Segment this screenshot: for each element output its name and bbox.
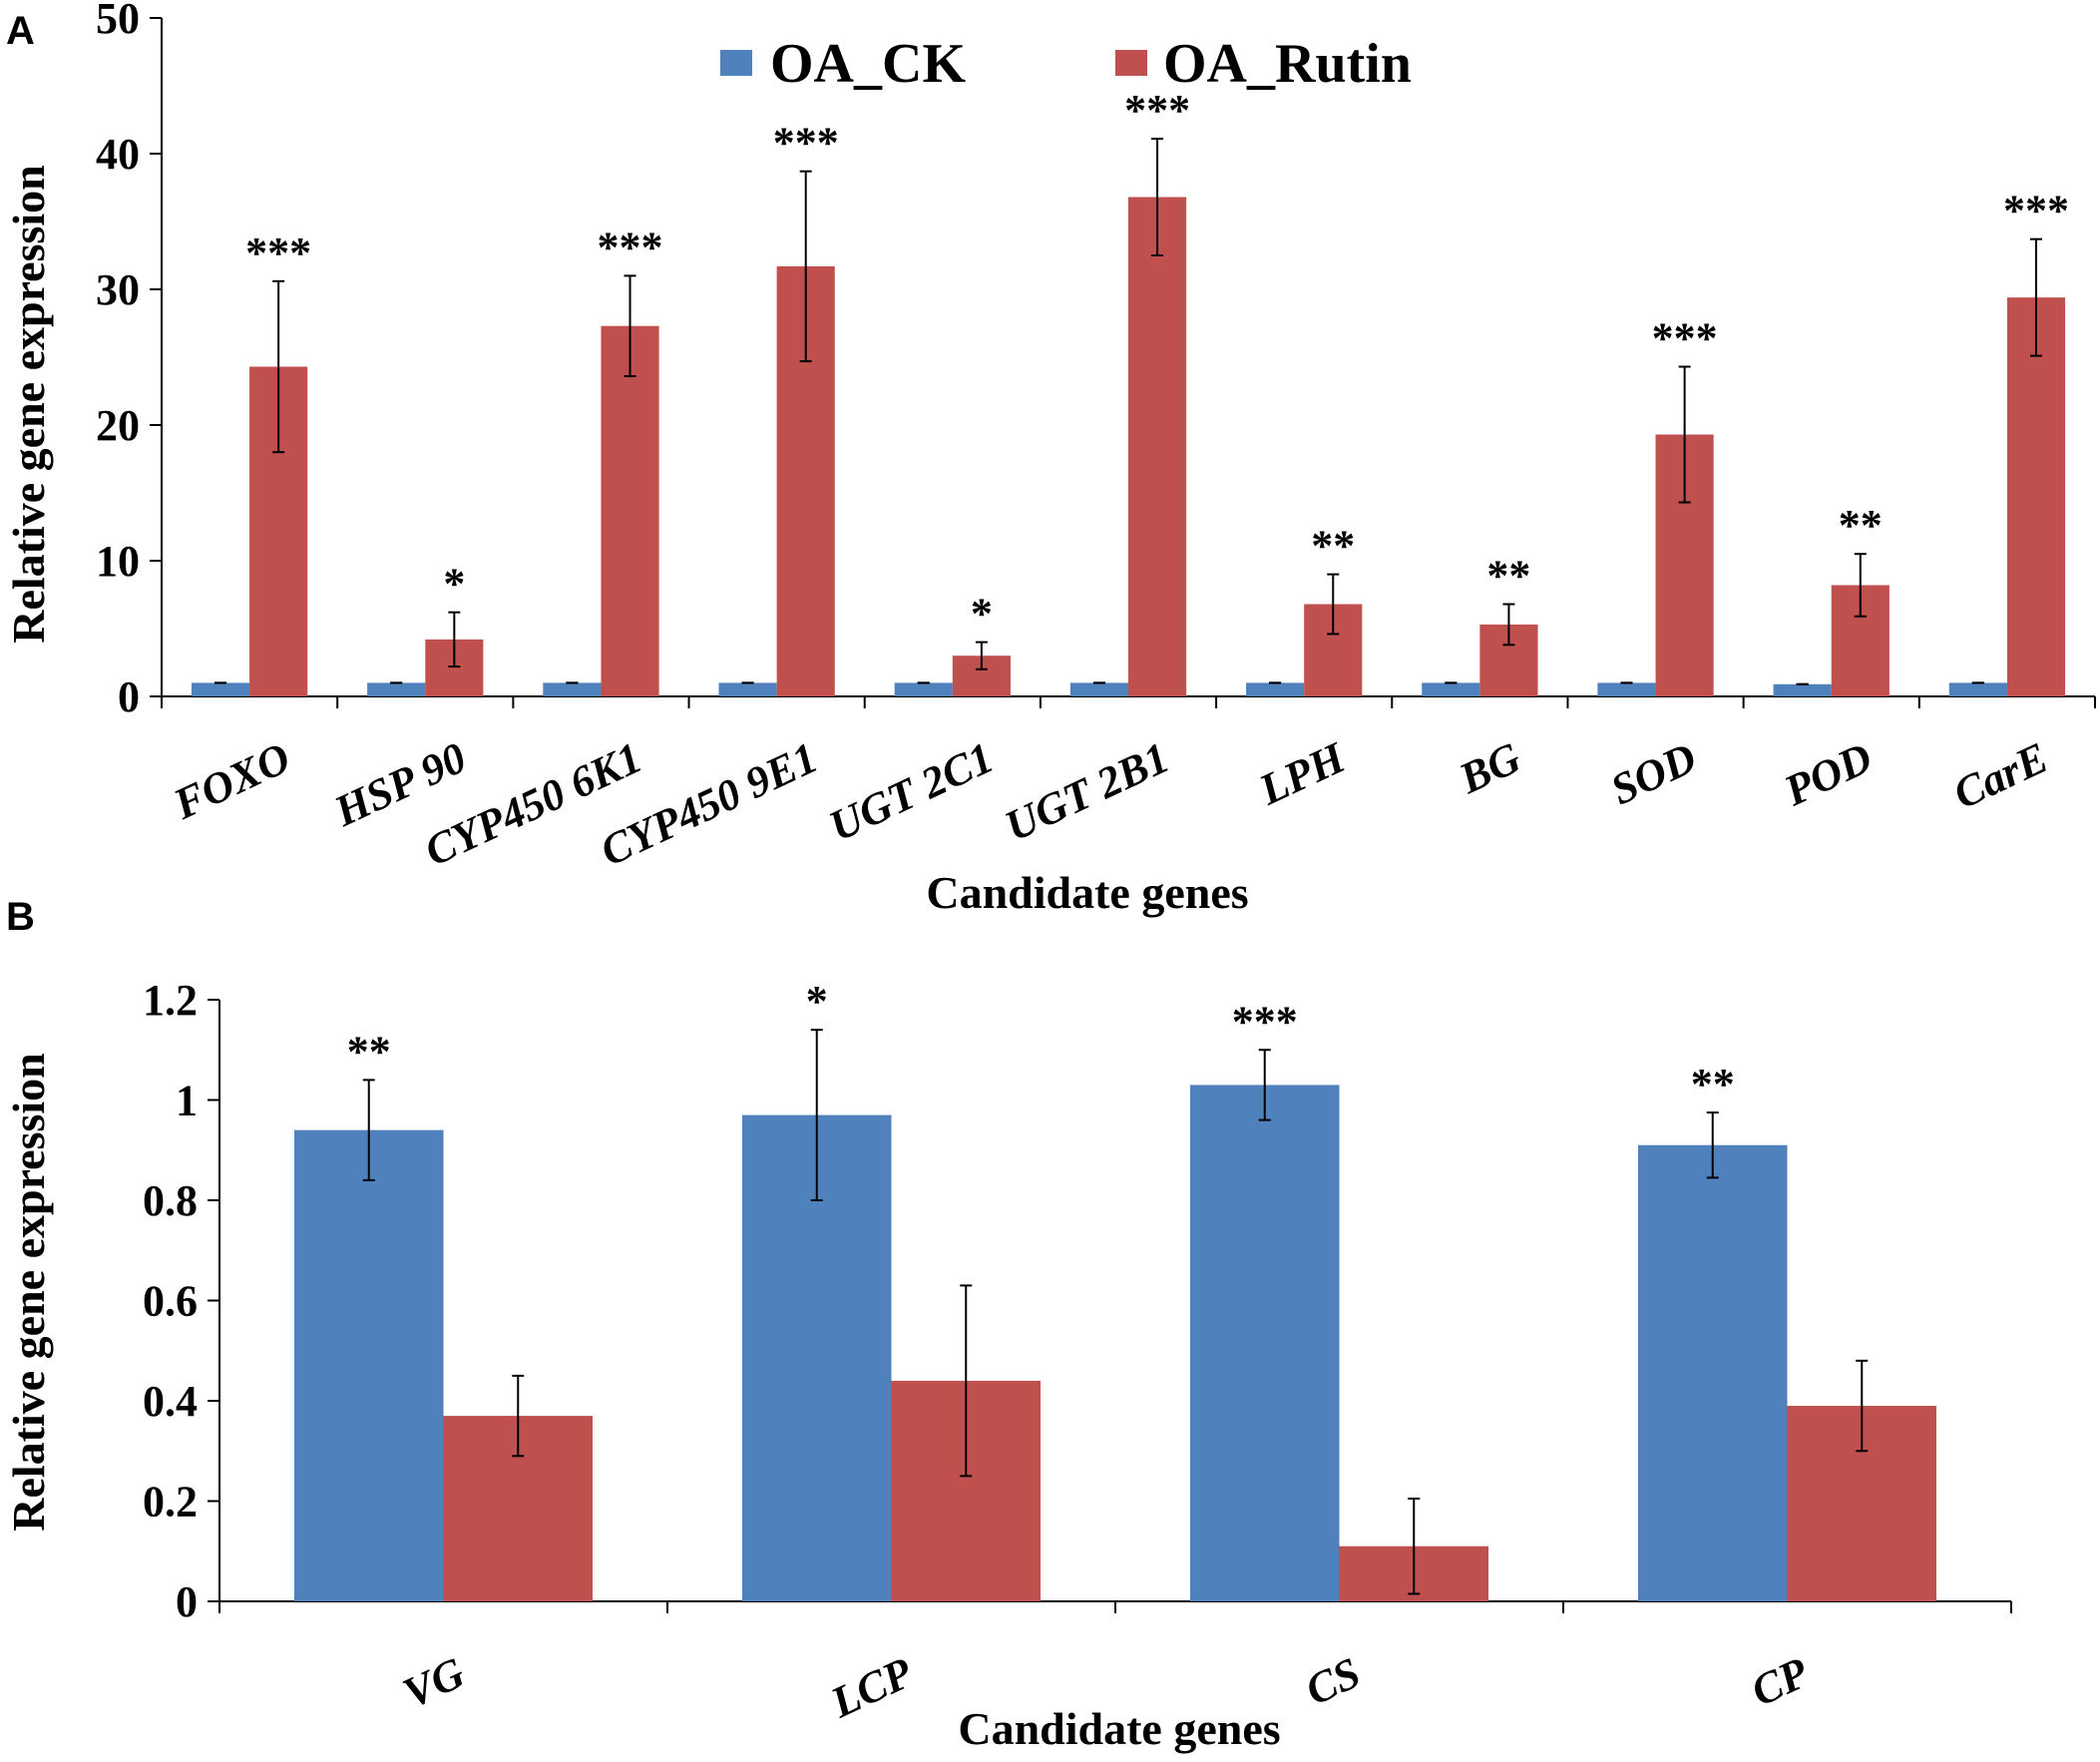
panel-a-significance-label: *** xyxy=(1124,86,1190,135)
panel-a-bar-oa-ck xyxy=(1773,683,1832,696)
panel-a-bar-oa-rutin xyxy=(601,325,659,696)
panel-a-significance-label: *** xyxy=(1652,314,1718,363)
panel-a-y-tick-label: 0 xyxy=(118,672,140,721)
panel-a-bar-oa-ck xyxy=(367,682,426,696)
panel-b-significance-label: ** xyxy=(1691,1060,1735,1108)
panel-b-significance-label: *** xyxy=(1232,997,1298,1046)
panel-a-significance-label: ** xyxy=(1486,552,1530,601)
panel-b-y-tick-label: 1 xyxy=(176,1077,198,1125)
panel-b: B Relative gene expression Candidate gen… xyxy=(3,895,2012,1754)
panel-a-letter: A xyxy=(6,9,35,53)
panel-a-bar-oa-ck xyxy=(894,682,953,696)
panel-a-y-tick-label: 50 xyxy=(96,0,140,43)
panel-b-y-tick-label: 0.4 xyxy=(143,1377,198,1426)
panel-b-category-label: CS xyxy=(1298,1648,1367,1715)
panel-a-significance-label: *** xyxy=(245,228,311,277)
legend-label-oa-rutin: OA_Rutin xyxy=(1163,33,1412,95)
panel-a-bar-oa-ck xyxy=(1597,682,1656,696)
panel-b-category-label: VG xyxy=(396,1648,472,1718)
panel-b-significance-label: * xyxy=(806,977,828,1026)
panel-a-bar-oa-rutin xyxy=(2006,297,2066,696)
panel-b-letter: B xyxy=(6,895,35,939)
panel-a-category-label: FOXO xyxy=(166,733,297,829)
panel-a-category-label: CarE xyxy=(1946,733,2055,819)
panel-b-bar-oa-ck xyxy=(1637,1144,1788,1601)
panel-a-category-label: SOD xyxy=(1603,733,1703,815)
panel-b-y-tick-label: 0.2 xyxy=(143,1478,198,1527)
panel-a-category-label: LPH xyxy=(1251,732,1354,815)
panel-a-significance-label: *** xyxy=(773,119,839,168)
panel-a-bar-oa-ck xyxy=(191,682,250,696)
panel-b-category-label: CP xyxy=(1744,1647,1817,1716)
panel-a-category-label: UGT 2C1 xyxy=(822,733,1001,851)
panel-a-bar-oa-ck xyxy=(1948,682,2007,696)
panel-b-plot: 0 0.2 0.4 0.6 0.8 1 1.2 ** VG * LCP *** CS ** CP xyxy=(143,976,2012,1728)
panel-b-y-tick-label: 1.2 xyxy=(143,976,198,1025)
panel-a-y-tick-label: 30 xyxy=(96,265,140,314)
panel-a-bar-oa-ck xyxy=(718,682,777,696)
panel-b-significance-label: ** xyxy=(347,1027,391,1076)
panel-a-category-label: POD xyxy=(1776,733,1880,816)
panel-a-category-label: BG xyxy=(1452,733,1528,804)
panel-a-category-label: UGT 2B1 xyxy=(998,733,1176,851)
panel-a-bar-oa-ck xyxy=(1246,682,1305,696)
panel-a-bar-oa-rutin xyxy=(1128,197,1187,696)
panel-b-x-axis-label: Candidate genes xyxy=(958,1703,1280,1754)
panel-b-y-tick-label: 0.6 xyxy=(143,1277,198,1326)
panel-a-y-tick-label: 20 xyxy=(96,401,140,450)
panel-b-bar-oa-ck xyxy=(1189,1085,1340,1601)
panel-a-significance-label: *** xyxy=(2003,187,2069,235)
panel-a-y-tick-label: 10 xyxy=(96,537,140,586)
panel-b-y-tick-label: 0.8 xyxy=(143,1176,198,1225)
panel-a-x-axis-label: Candidate genes xyxy=(926,867,1248,918)
panel-a-bar-oa-ck xyxy=(1069,682,1128,696)
panel-a-bar-oa-ck xyxy=(1422,682,1480,696)
panel-b-category-label: LCP xyxy=(823,1647,921,1727)
panel-a-y-tick-label: 40 xyxy=(96,130,140,179)
panel-a-bar-oa-ck xyxy=(543,682,602,696)
panel-a-significance-label: * xyxy=(443,560,465,609)
legend-label-oa-ck: OA_CK xyxy=(770,33,966,95)
panel-a-significance-label: * xyxy=(971,590,993,639)
panel-a: A Relative gene expression Candidate gen… xyxy=(3,0,2096,918)
panel-a-y-axis-label: Relative gene expression xyxy=(3,165,54,644)
panel-a-significance-label: *** xyxy=(598,222,663,271)
panel-a-significance-label: ** xyxy=(1311,522,1355,571)
legend-swatch-oa-ck xyxy=(720,50,752,76)
panel-b-y-axis-label: Relative gene expression xyxy=(3,1053,54,1532)
panel-b-y-tick-label: 0 xyxy=(176,1577,198,1626)
legend: OA_CK OA_Rutin xyxy=(720,33,1412,95)
panel-b-bar-oa-ck xyxy=(293,1129,444,1601)
panel-a-significance-label: ** xyxy=(1839,501,1883,550)
legend-swatch-oa-rutin xyxy=(1115,50,1147,76)
